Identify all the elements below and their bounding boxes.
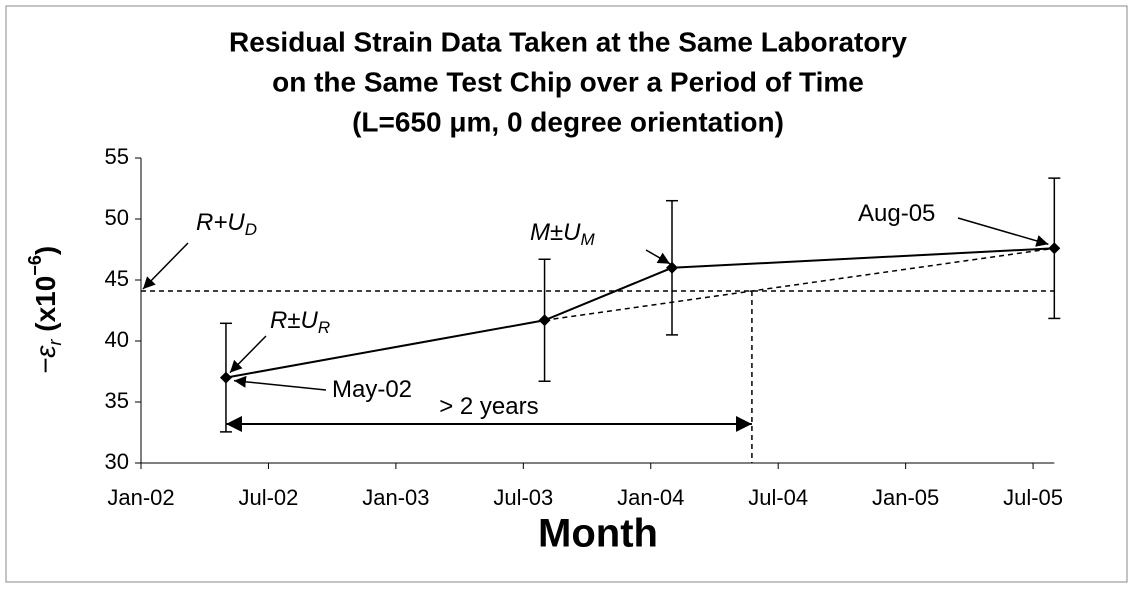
chart-title: Residual Strain Data Taken at the Same L… — [229, 26, 907, 57]
marker — [666, 261, 678, 274]
y-label-part: r — [45, 339, 65, 346]
marker — [1048, 242, 1061, 255]
annotation-text: May-02 — [332, 376, 412, 403]
x-tick-label: Jul-03 — [493, 485, 553, 510]
annotation: M±UM — [530, 219, 596, 249]
annotation: R+UD — [196, 209, 257, 239]
annotation-text: M±U — [530, 219, 581, 246]
annotation-arrow — [957, 217, 1049, 247]
annotation-text: > 2 years — [439, 393, 538, 420]
y-tick-label: 50 — [105, 205, 129, 230]
frame — [5, 5, 1128, 583]
annotation-arrow — [229, 335, 267, 374]
x-axis-label: Month — [538, 512, 658, 556]
annotation: May-02 — [332, 376, 412, 403]
annotation-text: R±U — [270, 307, 319, 334]
annotation-arrow — [142, 242, 189, 290]
x-tick-label: Jan-02 — [107, 485, 174, 510]
chart-title: (L=650 μm, 0 degree orientation) — [352, 106, 784, 137]
trend-line — [225, 247, 1055, 379]
annotation: > 2 years — [439, 393, 538, 420]
y-tick-label: 40 — [105, 327, 129, 352]
x-tick-label: Jul-04 — [748, 485, 808, 510]
y-label-part: ) — [30, 246, 61, 255]
annotation-text: Aug-05 — [858, 200, 935, 227]
y-label-part: (x10 — [30, 276, 61, 340]
x-tick-label: Jul-05 — [1003, 485, 1063, 510]
annotation: Aug-05 — [858, 200, 935, 227]
y-axis-label: −εr (x10−6) — [25, 246, 65, 374]
y-tick-label: 30 — [105, 449, 129, 474]
x-tick-label: Jul-02 — [238, 485, 298, 510]
trend-extrapolation — [544, 247, 1055, 322]
chart-title: on the Same Test Chip over a Period of T… — [272, 66, 864, 97]
x-tick-label: Jan-03 — [362, 485, 429, 510]
x-tick-label: Jan-05 — [872, 485, 939, 510]
annotation-sub: D — [245, 220, 257, 239]
marker — [219, 371, 232, 384]
marker — [538, 314, 551, 327]
y-tick-label: 45 — [105, 266, 129, 291]
annotation-text: R+U — [196, 209, 245, 236]
annotation: R±UR — [270, 307, 330, 337]
y-tick-label: 35 — [105, 388, 129, 413]
annotation-arrow — [233, 375, 327, 391]
annotation-sub: R — [318, 318, 330, 337]
y-label-part: −ε — [30, 345, 61, 374]
x-tick-label: Jan-04 — [617, 485, 684, 510]
y-tick-label: 55 — [105, 144, 129, 169]
annotation-sub: M — [581, 230, 596, 249]
y-label-part: −6 — [25, 255, 45, 276]
annotation-arrow — [645, 249, 671, 265]
